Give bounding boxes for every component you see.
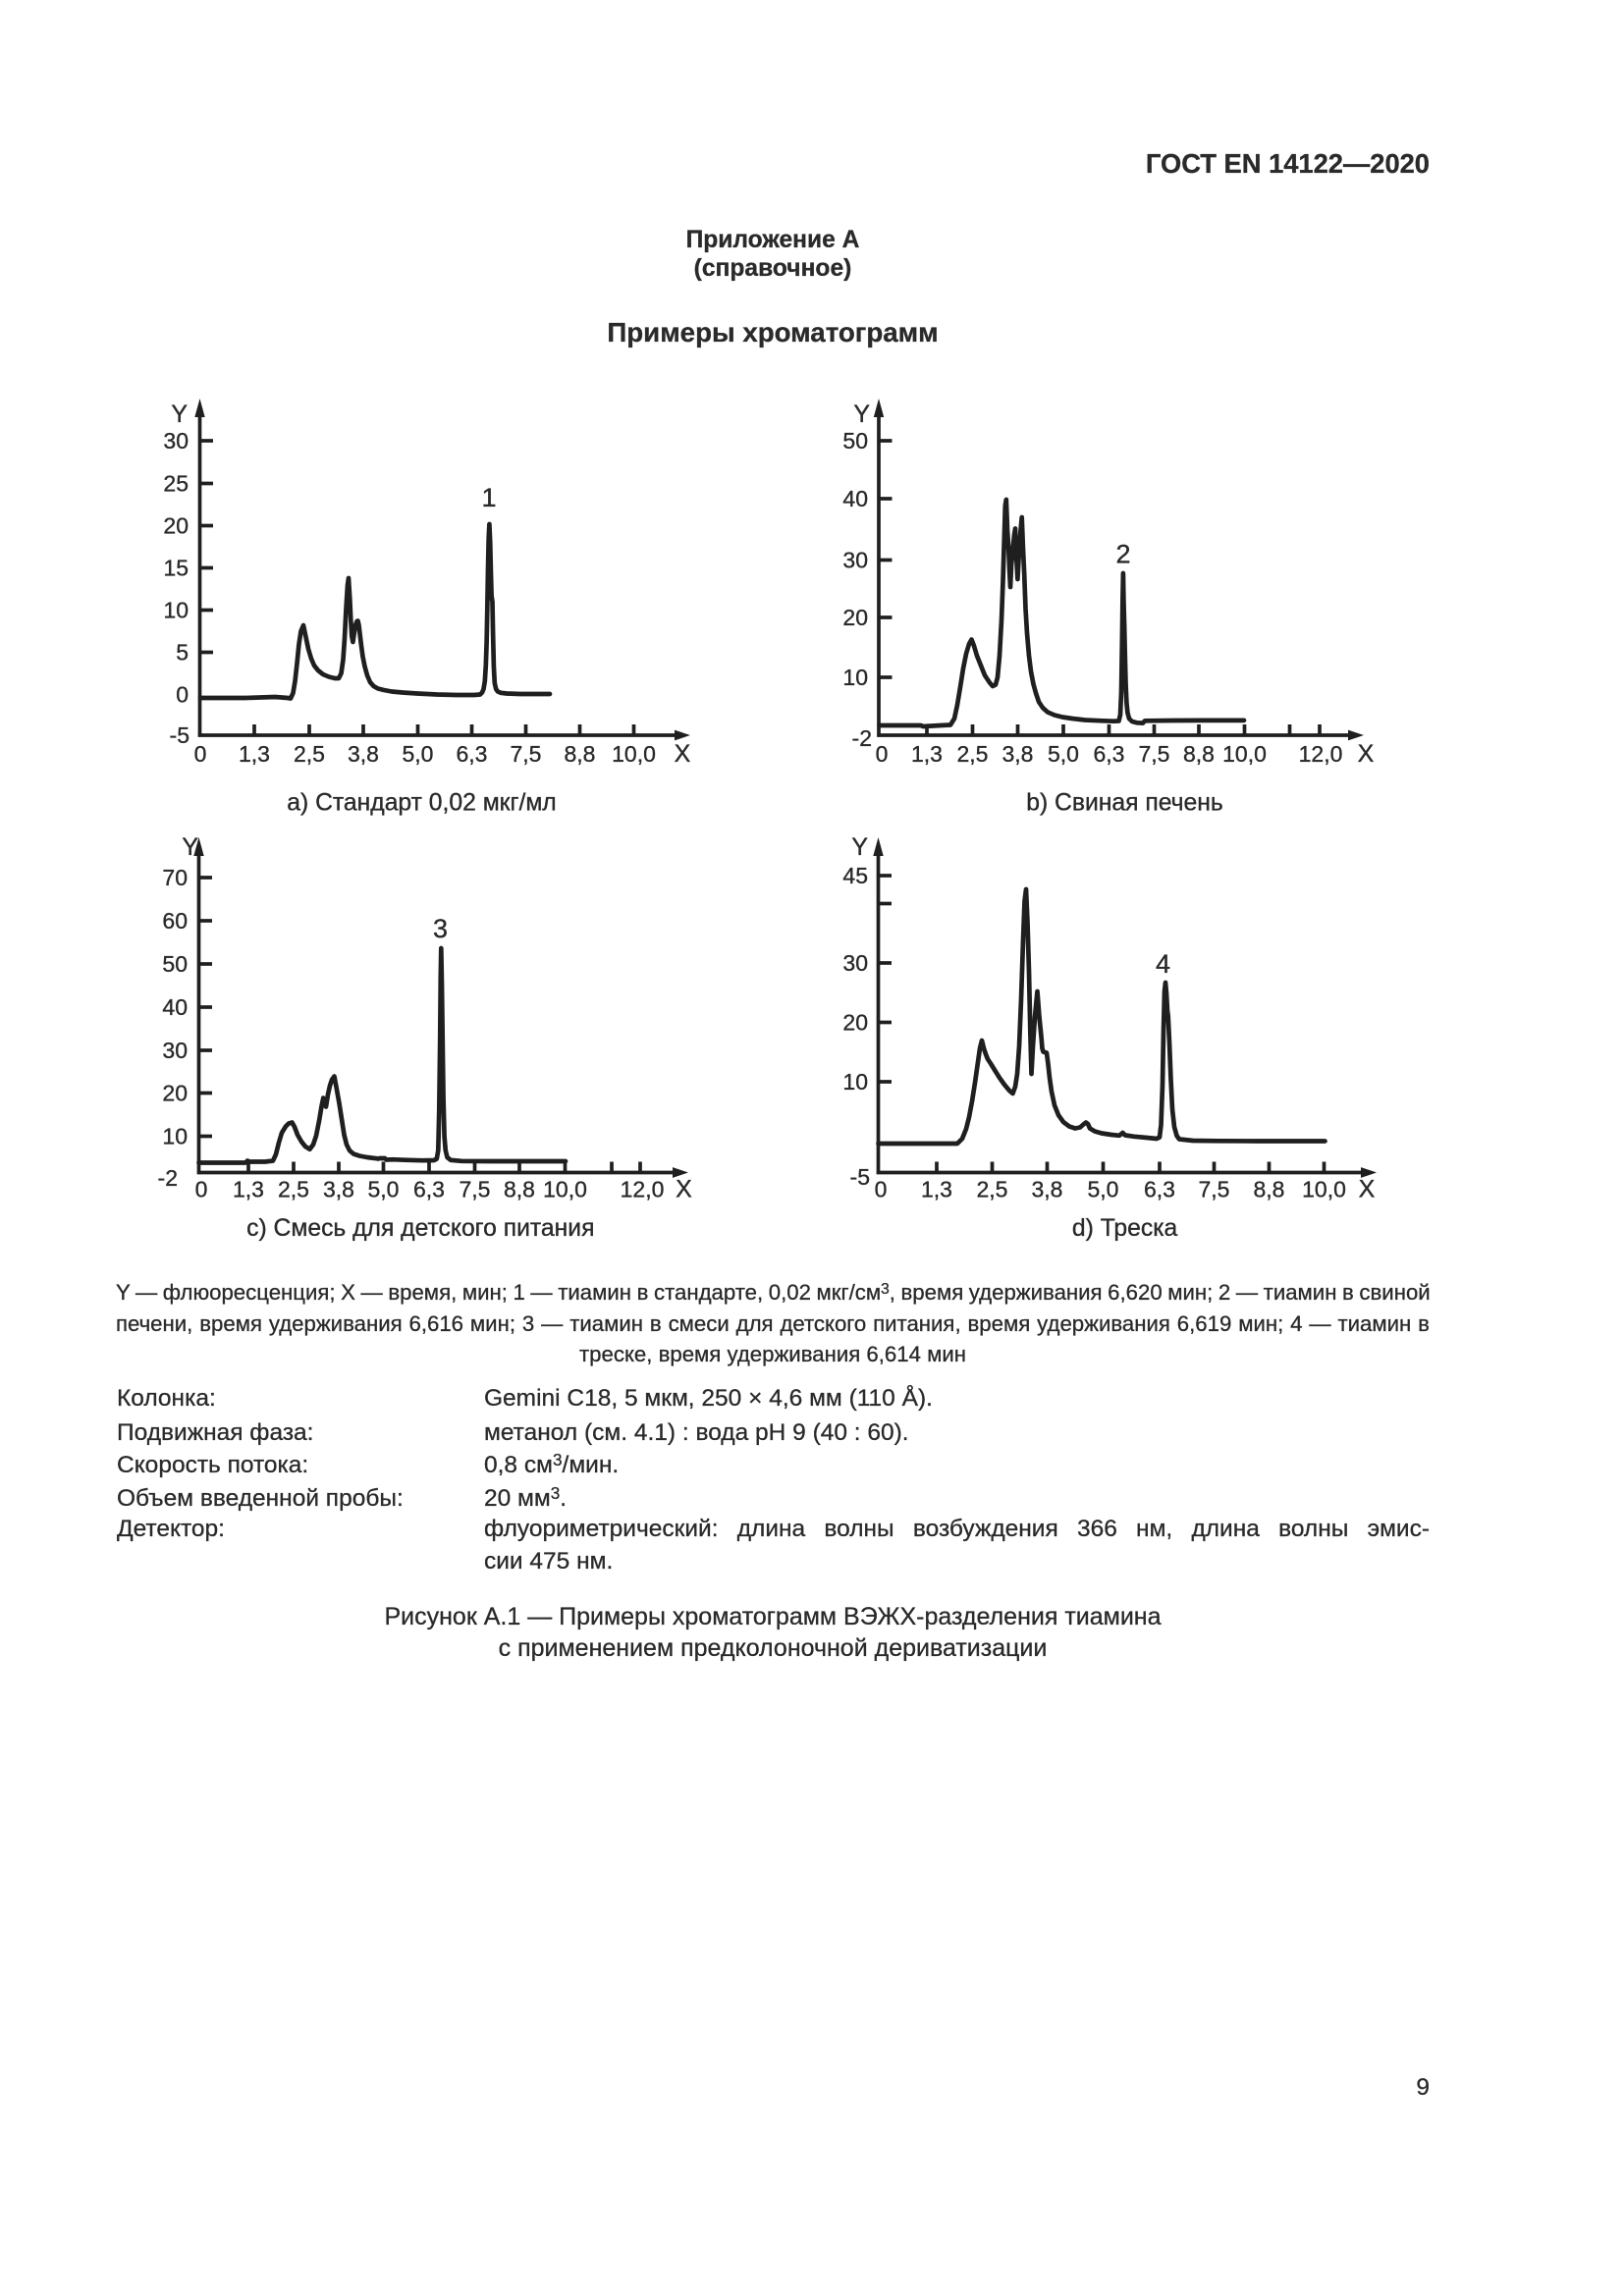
svg-text:0: 0 (875, 1177, 888, 1202)
svg-text:0: 0 (876, 741, 889, 767)
svg-text:7,5: 7,5 (460, 1177, 491, 1202)
svg-text:6,3: 6,3 (1144, 1177, 1175, 1202)
svg-text:30: 30 (842, 548, 868, 573)
svg-text:15: 15 (163, 556, 189, 581)
svg-text:10,0: 10,0 (1302, 1177, 1346, 1202)
svg-text:0: 0 (176, 682, 189, 708)
svg-text:1,3: 1,3 (921, 1177, 952, 1202)
svg-text:5,0: 5,0 (1048, 741, 1079, 767)
svg-text:3: 3 (433, 914, 448, 943)
svg-text:60: 60 (162, 908, 188, 934)
svg-text:-5: -5 (170, 722, 189, 748)
svg-text:0: 0 (194, 741, 207, 767)
svg-text:X: X (1358, 740, 1375, 768)
svg-text:1: 1 (481, 483, 496, 512)
svg-text:6,3: 6,3 (1094, 741, 1125, 767)
svg-text:0: 0 (195, 1177, 208, 1202)
svg-text:5: 5 (176, 640, 189, 666)
svg-text:6,3: 6,3 (413, 1177, 445, 1202)
svg-text:30: 30 (842, 950, 868, 976)
svg-text:X: X (676, 1176, 692, 1203)
svg-text:10: 10 (162, 1124, 188, 1149)
svg-text:7,5: 7,5 (511, 741, 542, 767)
svg-text:2,5: 2,5 (977, 1177, 1008, 1202)
svg-text:d) Треска: d) Треска (1072, 1215, 1178, 1242)
svg-text:4: 4 (1156, 949, 1170, 979)
svg-text:30: 30 (163, 428, 189, 454)
svg-text:5,0: 5,0 (1088, 1177, 1119, 1202)
svg-text:8,8: 8,8 (1183, 741, 1215, 767)
svg-text:1,3: 1,3 (239, 741, 270, 767)
svg-text:20: 20 (842, 1010, 868, 1036)
svg-text:3,8: 3,8 (1032, 1177, 1063, 1202)
svg-text:20: 20 (842, 605, 868, 630)
svg-text:Y: Y (171, 400, 188, 428)
svg-text:6,3: 6,3 (457, 741, 488, 767)
svg-text:3,8: 3,8 (1002, 741, 1034, 767)
svg-text:40: 40 (842, 486, 868, 511)
svg-text:2: 2 (1115, 540, 1130, 569)
svg-text:30: 30 (162, 1038, 188, 1063)
svg-text:8,8: 8,8 (565, 741, 596, 767)
svg-text:25: 25 (163, 471, 189, 497)
svg-text:2,5: 2,5 (278, 1177, 309, 1202)
svg-text:Y: Y (182, 833, 198, 861)
svg-text:5,0: 5,0 (403, 741, 434, 767)
svg-text:10: 10 (842, 1069, 868, 1095)
svg-text:3,8: 3,8 (323, 1177, 354, 1202)
svg-text:12,0: 12,0 (621, 1177, 665, 1202)
svg-text:12,0: 12,0 (1299, 741, 1343, 767)
svg-text:2,5: 2,5 (294, 741, 325, 767)
svg-text:8,8: 8,8 (1254, 1177, 1285, 1202)
svg-text:10: 10 (842, 665, 868, 690)
svg-text:40: 40 (162, 994, 188, 1020)
svg-text:c) Смесь для детского питания: c) Смесь для детского питания (246, 1215, 594, 1242)
svg-text:70: 70 (162, 865, 188, 890)
svg-text:10,0: 10,0 (1222, 741, 1267, 767)
svg-text:50: 50 (162, 951, 188, 977)
svg-text:8,8: 8,8 (504, 1177, 535, 1202)
svg-text:45: 45 (842, 863, 868, 888)
svg-text:7,5: 7,5 (1199, 1177, 1230, 1202)
svg-text:20: 20 (162, 1081, 188, 1106)
svg-text:-2: -2 (158, 1165, 178, 1191)
svg-text:20: 20 (163, 513, 189, 539)
svg-text:5,0: 5,0 (368, 1177, 400, 1202)
svg-text:10,0: 10,0 (612, 741, 656, 767)
svg-text:X: X (675, 740, 691, 768)
svg-text:10: 10 (163, 598, 189, 623)
svg-text:50: 50 (842, 428, 868, 454)
svg-text:1,3: 1,3 (911, 741, 943, 767)
svg-text:a) Стандарт 0,02 мкг/мл: a) Стандарт 0,02 мкг/мл (287, 790, 556, 817)
svg-text:3,8: 3,8 (348, 741, 379, 767)
svg-text:10,0: 10,0 (543, 1177, 587, 1202)
svg-text:-2: -2 (852, 725, 872, 751)
svg-text:Y: Y (853, 400, 870, 428)
svg-text:7,5: 7,5 (1139, 741, 1170, 767)
svg-text:1,3: 1,3 (233, 1177, 264, 1202)
svg-text:2,5: 2,5 (957, 741, 989, 767)
svg-text:Y: Y (851, 833, 868, 861)
svg-text:b) Свиная печень: b) Свиная печень (1026, 790, 1223, 817)
svg-text:X: X (1359, 1176, 1376, 1203)
svg-text:-5: -5 (850, 1164, 870, 1190)
